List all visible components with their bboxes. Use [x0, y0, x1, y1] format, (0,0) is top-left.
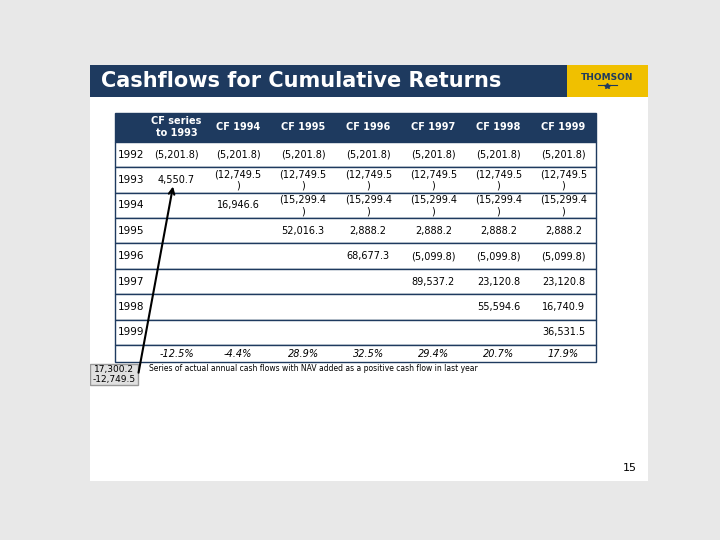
Bar [114, 269, 596, 294]
Text: 2,888.2: 2,888.2 [545, 226, 582, 236]
Text: 2,888.2: 2,888.2 [415, 226, 452, 236]
Text: 1999: 1999 [118, 327, 144, 338]
Text: 1997: 1997 [118, 276, 144, 287]
Text: 29.4%: 29.4% [418, 348, 449, 359]
Text: (15,299.4
): (15,299.4 ) [345, 194, 392, 216]
Text: CF 1996: CF 1996 [346, 122, 390, 132]
Text: (5,201.8): (5,201.8) [541, 150, 586, 159]
Text: (5,201.8): (5,201.8) [346, 150, 390, 159]
Text: CF 1998: CF 1998 [476, 122, 521, 132]
Text: (5,201.8): (5,201.8) [216, 150, 261, 159]
Text: 23,120.8: 23,120.8 [477, 276, 520, 287]
Bar [90, 363, 138, 385]
Text: 17.9%: 17.9% [548, 348, 579, 359]
Text: CF 1999: CF 1999 [541, 122, 585, 132]
Text: 89,537.2: 89,537.2 [412, 276, 455, 287]
Text: 52,016.3: 52,016.3 [282, 226, 325, 236]
Text: 32.5%: 32.5% [353, 348, 384, 359]
Text: Series of actual annual cash flows with NAV added as a positive cash flow in las: Series of actual annual cash flows with … [149, 364, 477, 373]
Bar [90, 65, 648, 97]
Bar [114, 193, 596, 218]
Text: (12,749.5
): (12,749.5 ) [279, 169, 327, 191]
Text: (15,299.4
): (15,299.4 ) [410, 194, 456, 216]
Text: 28.9%: 28.9% [287, 348, 319, 359]
Text: THOMSON: THOMSON [581, 72, 634, 82]
Text: (15,299.4
): (15,299.4 ) [540, 194, 587, 216]
Text: 15: 15 [623, 463, 637, 473]
Text: 2,888.2: 2,888.2 [480, 226, 517, 236]
Text: 68,677.3: 68,677.3 [346, 251, 390, 261]
Bar [114, 218, 596, 244]
Text: 2,888.2: 2,888.2 [350, 226, 387, 236]
Text: CF series
to 1993: CF series to 1993 [151, 117, 202, 138]
Text: (5,201.8): (5,201.8) [281, 150, 325, 159]
Bar [114, 112, 596, 142]
Text: (15,299.4
): (15,299.4 ) [279, 194, 327, 216]
Bar [567, 65, 648, 97]
Text: (12,749.5
): (12,749.5 ) [540, 169, 587, 191]
Bar [114, 294, 596, 320]
Text: 1992: 1992 [118, 150, 144, 159]
Bar [114, 244, 596, 269]
Text: 20.7%: 20.7% [483, 348, 514, 359]
Text: 1994: 1994 [118, 200, 144, 210]
Text: 36,531.5: 36,531.5 [542, 327, 585, 338]
Text: (12,749.5
): (12,749.5 ) [410, 169, 457, 191]
Text: 4,550.7: 4,550.7 [158, 175, 195, 185]
Text: 16,740.9: 16,740.9 [542, 302, 585, 312]
Text: (5,201.8): (5,201.8) [411, 150, 456, 159]
Text: (12,749.5
): (12,749.5 ) [475, 169, 522, 191]
Text: 1995: 1995 [118, 226, 144, 236]
Text: 1996: 1996 [118, 251, 144, 261]
Text: -4.4%: -4.4% [224, 348, 252, 359]
Bar [114, 142, 596, 167]
Text: (15,299.4
): (15,299.4 ) [475, 194, 522, 216]
Text: (5,099.8): (5,099.8) [541, 251, 586, 261]
Bar [114, 345, 596, 362]
Text: 1993: 1993 [118, 175, 144, 185]
Text: 16,946.6: 16,946.6 [217, 200, 259, 210]
Text: (5,201.8): (5,201.8) [476, 150, 521, 159]
Text: CF 1997: CF 1997 [411, 122, 456, 132]
Text: 55,594.6: 55,594.6 [477, 302, 520, 312]
Text: 23,120.8: 23,120.8 [542, 276, 585, 287]
Text: (5,099.8): (5,099.8) [476, 251, 521, 261]
Text: 17,300.2
-12,749.5: 17,300.2 -12,749.5 [92, 364, 135, 384]
Text: 1998: 1998 [118, 302, 144, 312]
Text: CF 1994: CF 1994 [216, 122, 260, 132]
Text: -12.5%: -12.5% [159, 348, 194, 359]
Text: Cashflows for Cumulative Returns: Cashflows for Cumulative Returns [101, 71, 501, 91]
Text: (5,201.8): (5,201.8) [154, 150, 199, 159]
Text: CF 1995: CF 1995 [281, 122, 325, 132]
Text: (12,749.5
): (12,749.5 ) [345, 169, 392, 191]
Text: (5,099.8): (5,099.8) [411, 251, 456, 261]
Text: (12,749.5
): (12,749.5 ) [215, 169, 261, 191]
Bar [114, 320, 596, 345]
Bar [114, 167, 596, 193]
